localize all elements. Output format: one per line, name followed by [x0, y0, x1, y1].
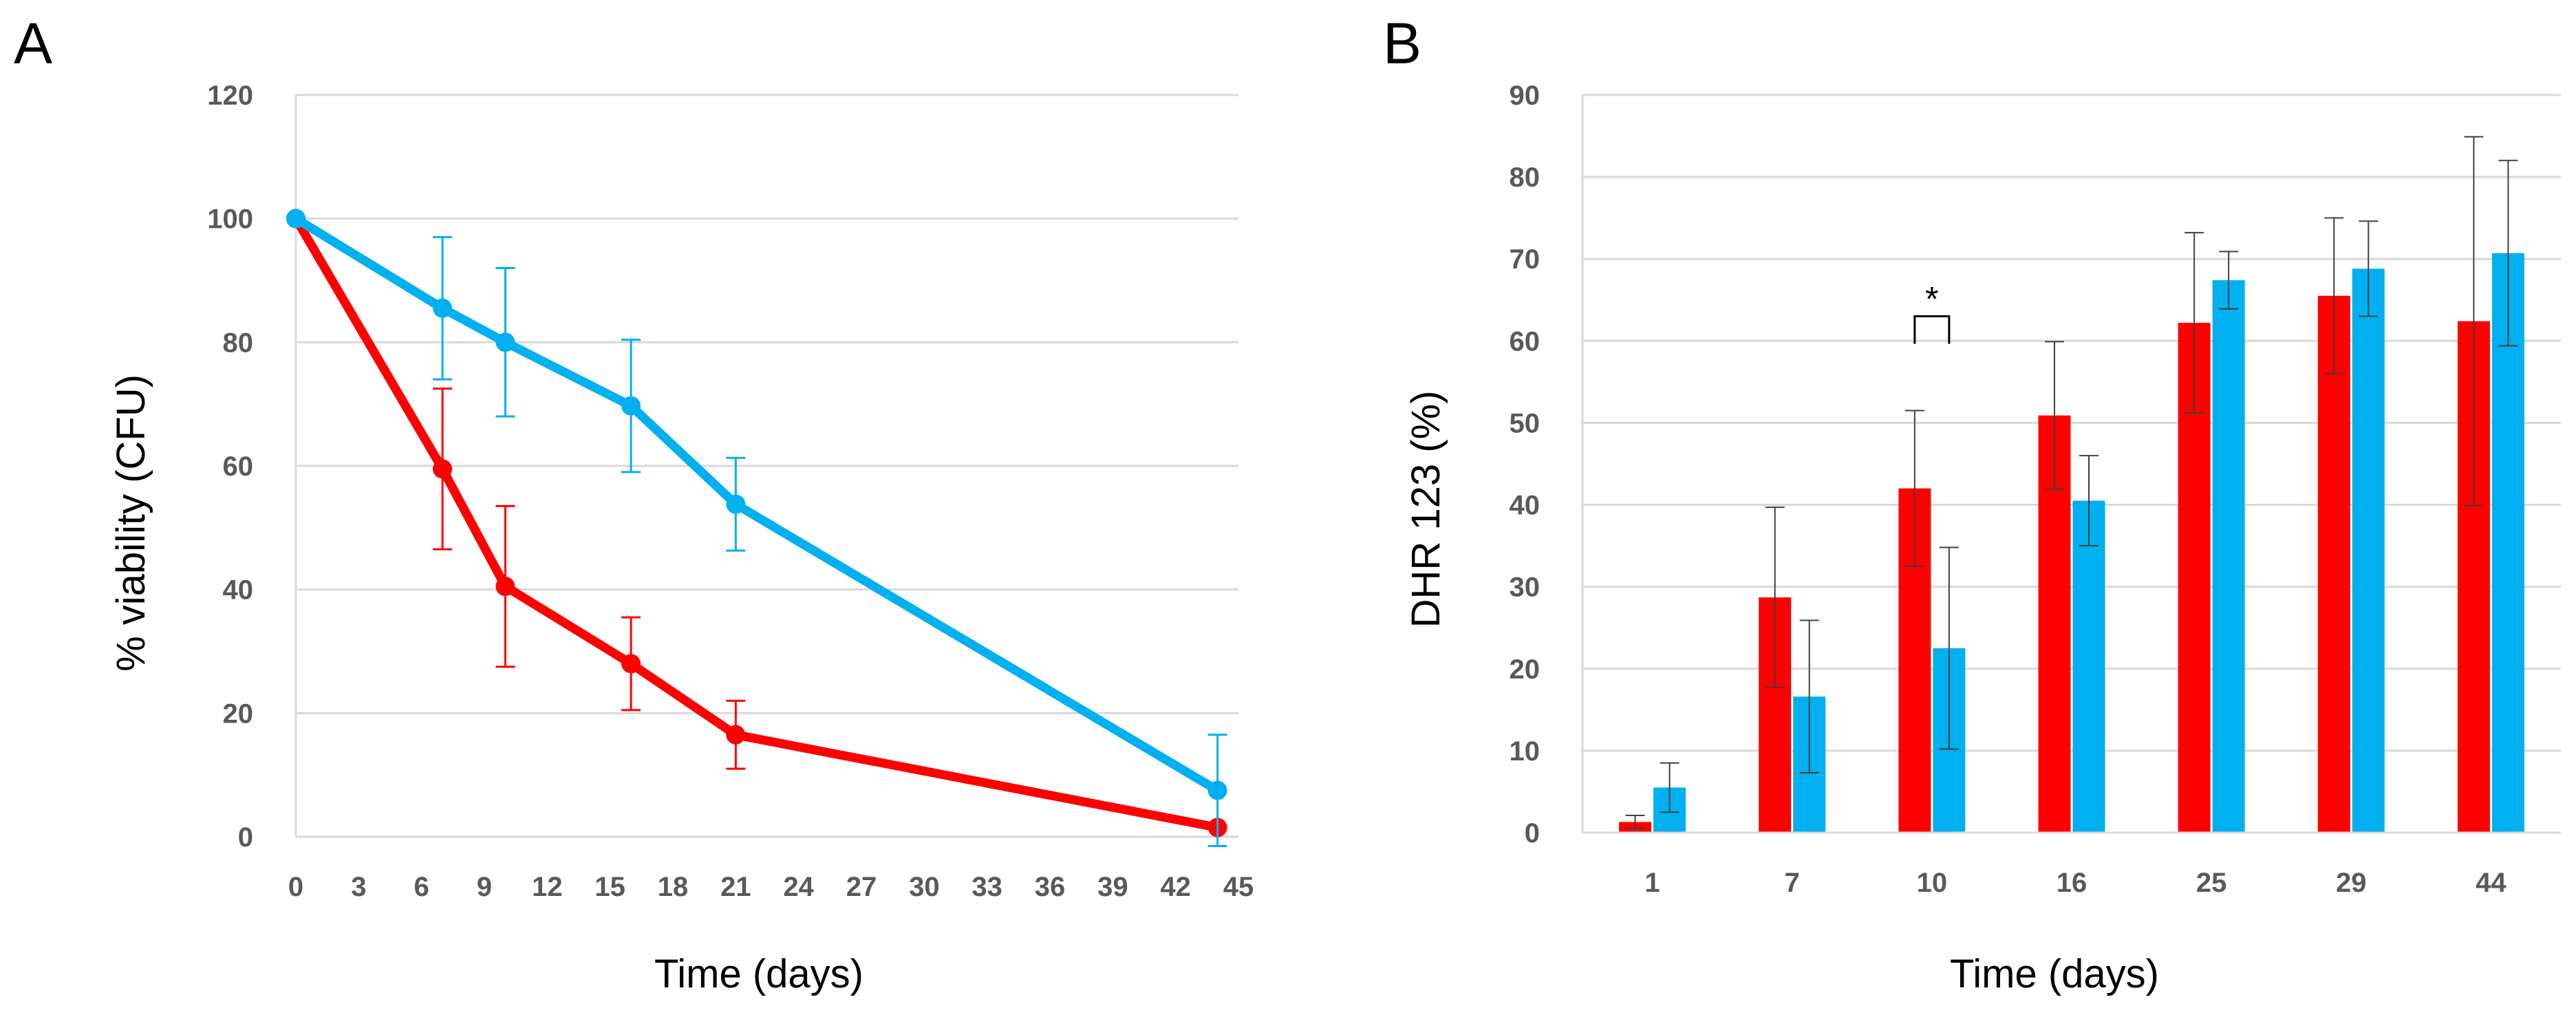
y-tick-label: 40: [1510, 491, 1541, 521]
x-tick-label: 33: [972, 872, 1002, 902]
y-tick-label: 50: [1510, 408, 1541, 438]
x-tick-label: 3: [351, 872, 366, 902]
x-tick-label: 29: [2336, 868, 2367, 898]
x-tick-label: 16: [2057, 868, 2087, 898]
x-tick-label: 12: [532, 872, 563, 902]
significance-bracket: [1913, 315, 1951, 344]
series-blue-line: [293, 215, 1220, 795]
x-tick-label: 36: [1035, 872, 1066, 902]
x-tick-label: 44: [2476, 868, 2507, 898]
series-blue-point: [495, 332, 515, 352]
series-red-line: [292, 216, 1219, 832]
y-tick-label: 70: [1510, 244, 1541, 275]
chart-b-y-axis-title: DHR 123 (%): [1404, 391, 1448, 628]
series-blue-bar: [2352, 268, 2385, 833]
x-tick-label: 15: [594, 872, 625, 902]
y-tick-label: 80: [223, 328, 254, 358]
y-tick-label: 0: [1525, 818, 1540, 848]
x-tick-label: 45: [1223, 872, 1254, 902]
y-tick-label: 20: [1510, 654, 1541, 685]
panel-label-a: A: [14, 11, 52, 76]
x-tick-label: 42: [1160, 872, 1191, 902]
series-red-bar: [2317, 295, 2350, 833]
series-blue-point: [726, 494, 746, 514]
series-blue-point: [621, 396, 641, 416]
chart-b-x-axis-title: Time (days): [1950, 952, 2159, 996]
x-tick-label: 9: [477, 872, 492, 902]
y-tick-label: 20: [223, 698, 254, 729]
x-tick-label: 25: [2196, 868, 2227, 898]
series-red-point: [433, 459, 453, 479]
y-tick-label: 30: [1510, 573, 1541, 603]
y-tick-label: 80: [1510, 162, 1541, 193]
chart-a-x-axis-title: Time (days): [654, 952, 863, 996]
y-tick-label: 10: [1510, 736, 1541, 767]
x-tick-label: 18: [658, 872, 689, 902]
panel-label-b: B: [1383, 11, 1421, 76]
x-tick-label: 21: [720, 872, 751, 902]
series-blue-point: [1208, 780, 1227, 800]
y-tick-label: 60: [1510, 326, 1541, 356]
series-red-point: [621, 654, 641, 674]
y-tick-label: 40: [223, 575, 254, 606]
series-blue-point: [286, 209, 305, 228]
y-tick-label: 120: [207, 81, 253, 111]
x-tick-label: 0: [288, 872, 303, 902]
y-tick-label: 90: [1510, 81, 1541, 111]
chart-a-y-axis-title: % viability (CFU): [109, 374, 153, 672]
x-tick-label: 1: [1644, 868, 1660, 898]
series-blue-bar: [2072, 500, 2105, 833]
series-blue-point: [433, 298, 453, 318]
y-tick-label: 100: [207, 204, 253, 235]
chart-b: 0 10 20 30 40 50 60 70 80 90 1 7 10 16 25 29 44 *: [1510, 81, 2561, 898]
x-tick-label: 7: [1785, 868, 1800, 898]
x-tick-label: 6: [414, 872, 429, 902]
x-tick-label: 24: [783, 872, 814, 902]
significance-star: *: [1925, 280, 1938, 319]
x-tick-label: 39: [1097, 872, 1128, 902]
y-tick-label: 0: [238, 822, 253, 853]
x-tick-label: 30: [909, 872, 940, 902]
x-tick-label: 10: [1917, 868, 1948, 898]
y-tick-label: 60: [223, 451, 254, 482]
x-tick-label: 27: [846, 872, 877, 902]
series-blue-bar: [2491, 253, 2524, 833]
series-blue-bar: [2212, 280, 2245, 833]
series-red-point: [726, 725, 746, 745]
series-red-point: [495, 577, 515, 597]
